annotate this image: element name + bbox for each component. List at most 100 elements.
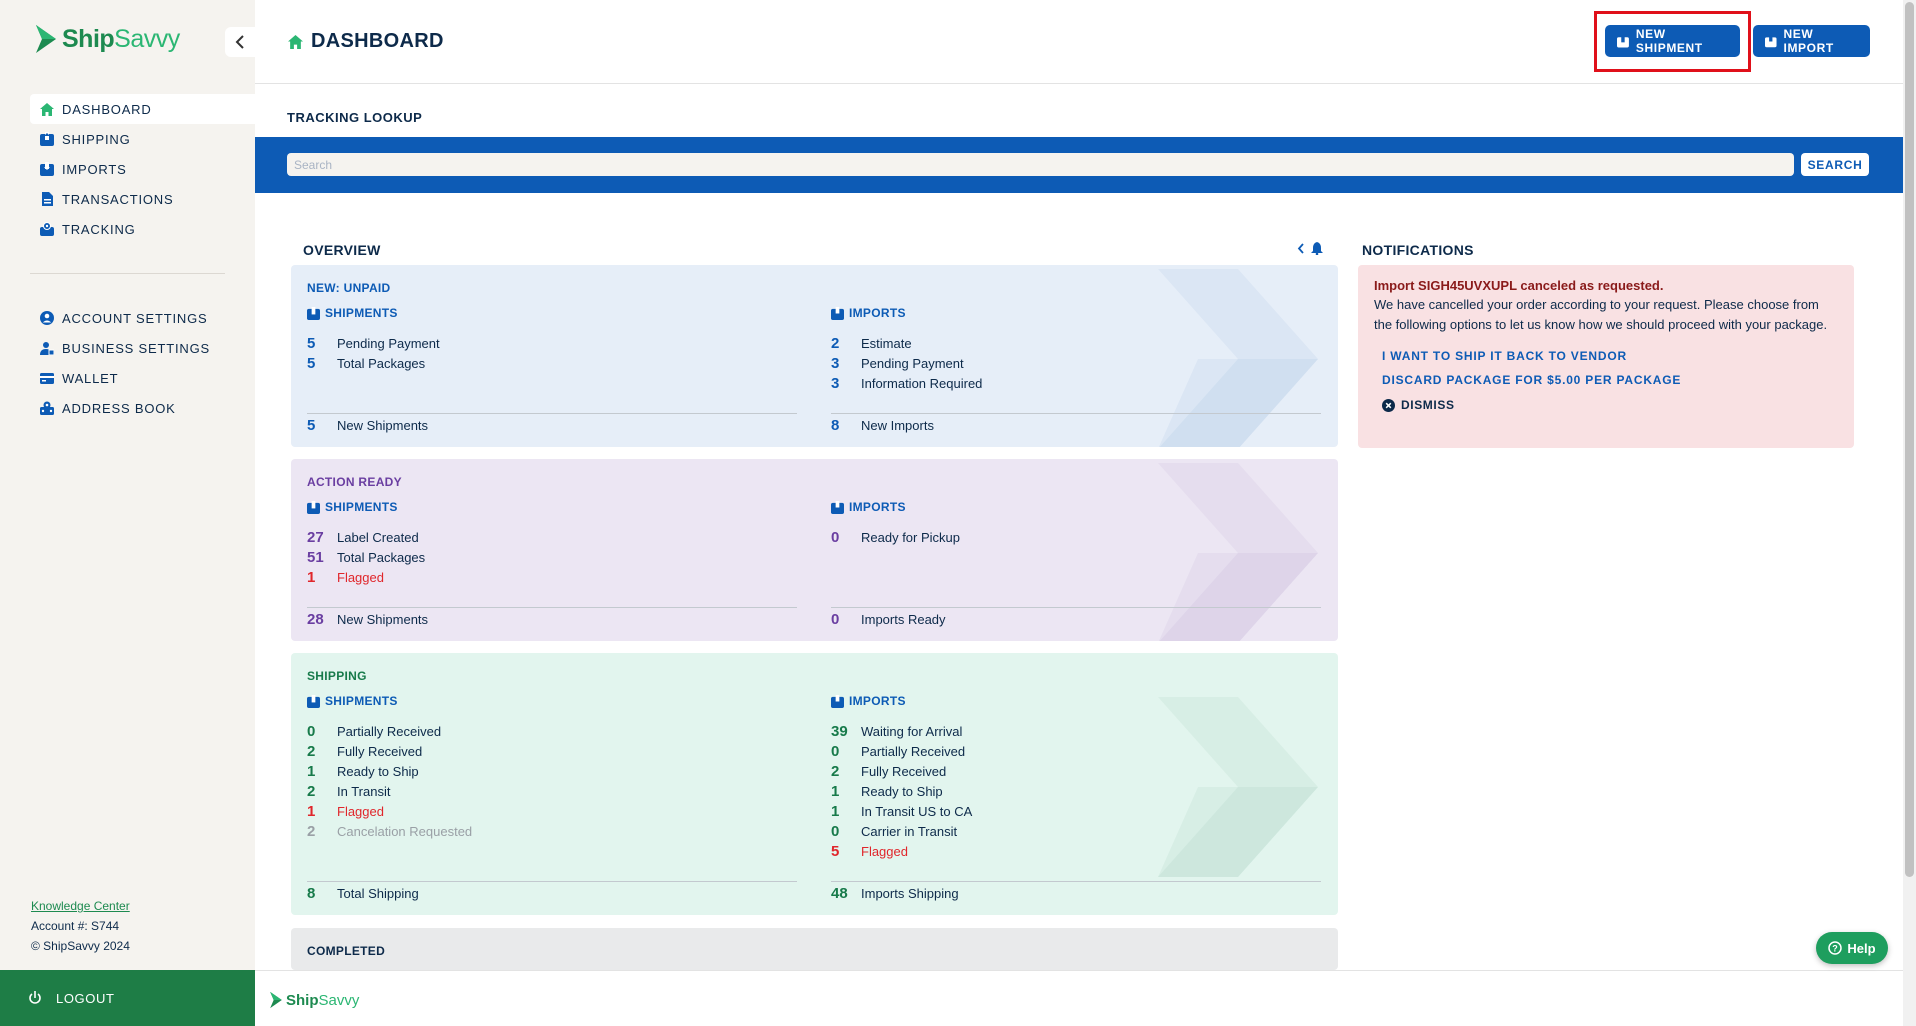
- imports-column: IMPORTS 39 Waiting for Arrival 0 Partially…: [831, 693, 1321, 861]
- dismiss-button[interactable]: DISMISS: [1382, 392, 1838, 418]
- close-circle-icon: [1382, 398, 1395, 412]
- sidebar-item-label: ADDRESS BOOK: [62, 400, 176, 416]
- sidebar: ShipSavvy DASHBOARD SHIPPING IMPORTS TRA…: [0, 0, 255, 1026]
- address-book-icon: [40, 401, 54, 415]
- shipments-heading: SHIPMENTS: [307, 305, 797, 321]
- sidebar-item-wallet[interactable]: WALLET: [30, 363, 255, 393]
- logo-text: ShipSavvy: [62, 24, 180, 53]
- list-item[interactable]: 2 In Transit: [307, 782, 391, 800]
- list-item[interactable]: 2 Estimate: [831, 334, 912, 352]
- scrollbar-thumb[interactable]: [1905, 2, 1914, 877]
- shipments-total[interactable]: 8 Total Shipping: [307, 881, 797, 905]
- footer-logo-text: ShipSavvy: [286, 991, 360, 1009]
- chevron-watermark-icon: [1158, 269, 1318, 447]
- sidebar-item-account-settings[interactable]: ACCOUNT SETTINGS: [30, 303, 255, 333]
- package-icon: [307, 694, 320, 708]
- list-item[interactable]: 0 Partially Received: [307, 722, 442, 740]
- overview-card-unpaid: NEW: UNPAID SHIPMENTS 5 Pending Payment 5…: [291, 265, 1338, 447]
- shipments-total[interactable]: 5 New Shipments: [307, 413, 797, 437]
- help-label: Help: [1847, 940, 1876, 956]
- list-item[interactable]: 1 Flagged: [307, 568, 384, 586]
- notifications-title: NOTIFICATIONS: [1362, 242, 1474, 258]
- ship-back-to-vendor-link[interactable]: I WANT TO SHIP IT BACK TO VENDOR: [1382, 349, 1627, 363]
- sidebar-item-dashboard[interactable]: DASHBOARD: [30, 94, 255, 124]
- imports-total[interactable]: 8 New Imports: [831, 413, 1321, 437]
- wallet-icon: [40, 371, 54, 385]
- card-label: NEW: UNPAID: [307, 281, 391, 295]
- overview-card-shipping: SHIPPING SHIPMENTS 0 Partially Received 2…: [291, 653, 1338, 915]
- import-icon: [831, 306, 844, 320]
- list-item[interactable]: 1 Ready to Ship: [307, 762, 419, 780]
- settings-nav: ACCOUNT SETTINGS BUSINESS SETTINGS WALLE…: [30, 303, 255, 423]
- logout-label: LOGOUT: [56, 990, 115, 1006]
- shipsavvy-logo[interactable]: ShipSavvy: [34, 24, 180, 54]
- sidebar-item-shipping[interactable]: SHIPPING: [30, 124, 255, 154]
- bell-icon[interactable]: [1311, 242, 1323, 255]
- new-import-label: NEW IMPORT: [1783, 27, 1834, 55]
- list-item[interactable]: 3 Information Required: [831, 374, 983, 392]
- list-item[interactable]: 2 Fully Received: [831, 762, 947, 780]
- list-item[interactable]: 0 Ready for Pickup: [831, 528, 960, 546]
- main-nav: DASHBOARD SHIPPING IMPORTS TRANSACTIONS …: [30, 94, 255, 244]
- import-icon: [831, 500, 844, 514]
- sidebar-item-label: TRANSACTIONS: [62, 191, 174, 207]
- notification-headline: Import SIGH45UVXUPL canceled as requeste…: [1374, 278, 1664, 293]
- list-item[interactable]: 0 Carrier in Transit: [831, 822, 958, 840]
- list-item[interactable]: 39 Waiting for Arrival: [831, 722, 963, 740]
- chevron-left-icon[interactable]: [1297, 243, 1305, 254]
- sidebar-item-tracking[interactable]: TRACKING: [30, 214, 255, 244]
- business-icon: [40, 341, 54, 355]
- list-item[interactable]: 3 Pending Payment: [831, 354, 964, 372]
- logo-mark-icon: [270, 991, 282, 1009]
- search-button[interactable]: SEARCH: [1801, 153, 1869, 176]
- sidebar-item-transactions[interactable]: TRANSACTIONS: [30, 184, 255, 214]
- new-import-button[interactable]: NEW IMPORT: [1753, 25, 1870, 57]
- imports-column: IMPORTS 2 Estimate 3 Pending Payment 3 Info…: [831, 305, 1321, 393]
- list-item[interactable]: 5 Total Packages: [307, 354, 426, 372]
- knowledge-center-link[interactable]: Knowledge Center: [31, 899, 130, 913]
- nav-divider: [30, 273, 225, 274]
- user-circle-icon: [40, 311, 54, 325]
- list-item[interactable]: 2 Fully Received: [307, 742, 423, 760]
- sidebar-item-label: SHIPPING: [62, 131, 131, 147]
- page-title: DASHBOARD: [288, 30, 444, 53]
- document-icon: [40, 192, 54, 206]
- card-label: ACTION READY: [307, 475, 402, 489]
- overview-title: OVERVIEW: [303, 242, 381, 258]
- list-item[interactable]: 0 Partially Received: [831, 742, 966, 760]
- notification-card: Import SIGH45UVXUPL canceled as requeste…: [1358, 265, 1854, 448]
- imports-heading: IMPORTS: [831, 499, 1321, 515]
- footer-logo[interactable]: ShipSavvy: [269, 991, 359, 1009]
- list-item[interactable]: 51 Total Packages: [307, 548, 426, 566]
- list-item[interactable]: 1 Flagged: [307, 802, 384, 820]
- tracking-bar: SEARCH: [255, 137, 1903, 193]
- overview-card-action-ready: ACTION READY SHIPMENTS 27 Label Created 5…: [291, 459, 1338, 641]
- discard-package-link[interactable]: DISCARD PACKAGE FOR $5.00 PER PACKAGE: [1382, 373, 1682, 387]
- footer-bar: ShipSavvy: [255, 970, 1903, 1026]
- list-item[interactable]: 5 Flagged: [831, 842, 908, 860]
- sidebar-item-imports[interactable]: IMPORTS: [30, 154, 255, 184]
- imports-total[interactable]: 0 Imports Ready: [831, 607, 1321, 631]
- imports-total[interactable]: 48 Imports Shipping: [831, 881, 1321, 905]
- tracking-lookup-title: TRACKING LOOKUP: [287, 110, 423, 125]
- list-item[interactable]: 5 Pending Payment: [307, 334, 440, 352]
- list-item[interactable]: 1 In Transit US to CA: [831, 802, 973, 820]
- sidebar-item-label: BUSINESS SETTINGS: [62, 340, 210, 356]
- sidebar-item-address-book[interactable]: ADDRESS BOOK: [30, 393, 255, 423]
- page-scrollbar[interactable]: [1903, 0, 1916, 1026]
- home-icon: [40, 102, 54, 116]
- help-button[interactable]: ? Help: [1816, 932, 1888, 964]
- import-icon: [1765, 35, 1777, 47]
- shipments-total[interactable]: 28 New Shipments: [307, 607, 797, 631]
- list-item[interactable]: 27 Label Created: [307, 528, 419, 546]
- package-icon: [1617, 35, 1629, 47]
- collapse-sidebar-button[interactable]: [225, 27, 255, 57]
- list-item[interactable]: 1 Ready to Ship: [831, 782, 943, 800]
- tracking-icon: [40, 222, 54, 236]
- logout-button[interactable]: LOGOUT: [0, 970, 255, 1026]
- account-number: Account #: S744: [31, 919, 120, 933]
- tracking-search-input[interactable]: [287, 153, 1794, 176]
- new-shipment-button[interactable]: NEW SHIPMENT: [1605, 25, 1740, 57]
- sidebar-item-business-settings[interactable]: BUSINESS SETTINGS: [30, 333, 255, 363]
- list-item[interactable]: 2 Cancelation Requested: [307, 822, 473, 840]
